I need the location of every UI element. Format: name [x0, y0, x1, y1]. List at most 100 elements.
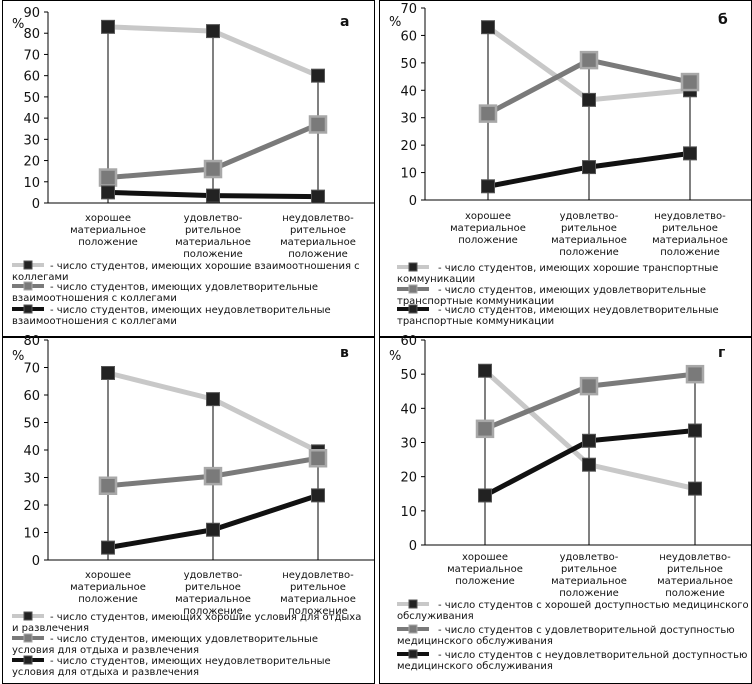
y-tick-label: 90: [23, 6, 40, 21]
legend-entry-line: - число студентов, имеющих удовлетворите…: [50, 282, 318, 293]
legend-entry-line: коллегами: [12, 272, 69, 283]
y-tick-label: 70: [400, 2, 417, 17]
x-category-label-line: рительное: [667, 564, 723, 575]
x-category-label-line: материальное: [175, 594, 251, 605]
series-2-point: [308, 449, 328, 468]
legend-entry-line: транспортные коммуникации: [397, 296, 554, 307]
x-category-label-line: неудовлетво-: [282, 570, 354, 581]
series-1-point: [101, 366, 115, 380]
x-category-label-line: положение: [78, 594, 138, 605]
legend-swatch-marker: [408, 304, 418, 314]
legend-entry: - число студентов с удовлетворительной д…: [397, 625, 735, 647]
series-3-point: [206, 522, 220, 537]
legend-entry-line: медицинского обслуживания: [397, 636, 553, 647]
legend-entry-line: - число студентов, имеющих неудовлетвори…: [50, 656, 331, 667]
legend-swatch-marker: [408, 624, 418, 634]
series-1-point: [478, 363, 492, 378]
legend-swatch-marker: [23, 281, 33, 291]
x-category-label: хорошее материальное положение: [450, 211, 526, 246]
x-category-label-line: материальное: [450, 223, 526, 234]
y-tick-label: 40: [400, 402, 417, 417]
x-category-label-line: материальное: [652, 235, 728, 246]
series-2-point: [680, 72, 700, 92]
y-tick-label: 10: [400, 505, 417, 520]
legend-entry-line: взаимоотношения с коллегами: [12, 316, 177, 327]
y-tick-label: 10: [23, 527, 40, 542]
x-category-label-line: положение: [183, 249, 243, 260]
y-tick-label: 0: [409, 539, 417, 554]
series-3-point: [582, 433, 596, 448]
x-category-label-line: неудовлетво-: [659, 552, 731, 563]
series-3-point: [683, 146, 697, 161]
y-tick-label: 70: [23, 362, 40, 377]
series-1-point: [688, 481, 702, 496]
legend-entry-line: медицинского обслуживания: [397, 661, 553, 672]
legend-entry-line: и развлечения: [12, 623, 89, 634]
x-category-label-line: материальное: [551, 576, 627, 587]
y-tick-label: 30: [400, 437, 417, 452]
series-2-point: [579, 50, 599, 70]
legend-swatch-marker: [23, 611, 33, 621]
series-3-point: [582, 160, 596, 175]
series-1-point: [101, 19, 115, 34]
x-category-label: хорошее материальное положение: [70, 570, 146, 605]
series-2-point: [98, 476, 118, 495]
y-tick-label: 40: [400, 84, 417, 99]
series-3-point: [206, 188, 220, 203]
x-category-label-line: хорошее: [85, 213, 131, 224]
legend-entry: - число студентов, имеющих неудовлетвори…: [12, 656, 331, 678]
x-category-label-line: хорошее: [462, 552, 508, 563]
panel-letter: б: [718, 12, 728, 28]
legend-swatch-marker: [23, 633, 33, 643]
x-category-label-line: рительное: [561, 564, 617, 575]
y-tick-label: 0: [32, 554, 40, 569]
x-category-label-line: рительное: [561, 223, 617, 234]
legend-entry-line: - число студентов, имеющих неудовлетвори…: [50, 305, 331, 316]
series-3-point: [688, 423, 702, 438]
y-tick-label: 60: [23, 389, 40, 404]
panel-letter: г: [718, 345, 725, 361]
x-category-label: удовлетво-рительное материальное положение: [551, 552, 627, 599]
y-axis-unit: %: [12, 349, 24, 364]
legend-entry-line: транспортные коммуникации: [397, 316, 554, 327]
legend-entry: - число студентов с неудовлетворительной…: [397, 650, 747, 672]
series-2-point: [203, 466, 223, 486]
x-category-label-line: неудовлетво-: [654, 211, 726, 222]
x-category-label: удовлетво-рительное материальное положение: [175, 213, 251, 260]
legend-entry-line: коммуникации: [397, 274, 475, 285]
x-category-label-line: удовлетво-: [184, 213, 243, 224]
series-1-point: [206, 392, 220, 407]
y-axis-unit: %: [389, 15, 401, 30]
x-category-label-line: материальное: [175, 237, 251, 248]
x-category-label-line: рительное: [290, 582, 346, 593]
y-axis-unit: %: [12, 17, 24, 32]
y-tick-label: 70: [23, 48, 40, 63]
series-1-point: [582, 92, 596, 107]
panel-letter: а: [340, 14, 349, 30]
series-1-point: [481, 20, 495, 35]
legend-entry: - число студентов, имеющих неудовлетвори…: [397, 305, 719, 327]
legend-swatch-marker: [408, 284, 418, 294]
x-category-label: неудовлетво-рительное материальное положен…: [280, 570, 356, 617]
x-category-label-line: рительное: [185, 225, 241, 236]
x-category-label-line: положение: [559, 588, 619, 599]
x-category-label-line: положение: [559, 247, 619, 258]
y-tick-label: 30: [400, 112, 417, 127]
x-category-label: неудовлетво-рительное материальное положен…: [652, 211, 728, 258]
x-category-label: неудовлетво-рительное материальное положен…: [657, 552, 733, 599]
legend-entry: - число студентов, имеющих удовлетворите…: [12, 634, 318, 656]
legend-entry-line: условия для отдыха и развлечения: [12, 667, 199, 678]
series-1-point: [311, 68, 325, 83]
y-tick-label: 60: [400, 29, 417, 44]
x-category-label-line: удовлетво-: [560, 211, 619, 222]
series-2-point: [579, 376, 599, 396]
x-category-label-line: материальное: [280, 594, 356, 605]
x-category-label-line: материальное: [447, 564, 523, 575]
x-category-label-line: материальное: [551, 235, 627, 246]
series-2-point: [685, 364, 705, 384]
y-tick-label: 10: [23, 176, 40, 191]
x-category-label-line: положение: [288, 249, 348, 260]
series-3-point: [311, 488, 325, 503]
